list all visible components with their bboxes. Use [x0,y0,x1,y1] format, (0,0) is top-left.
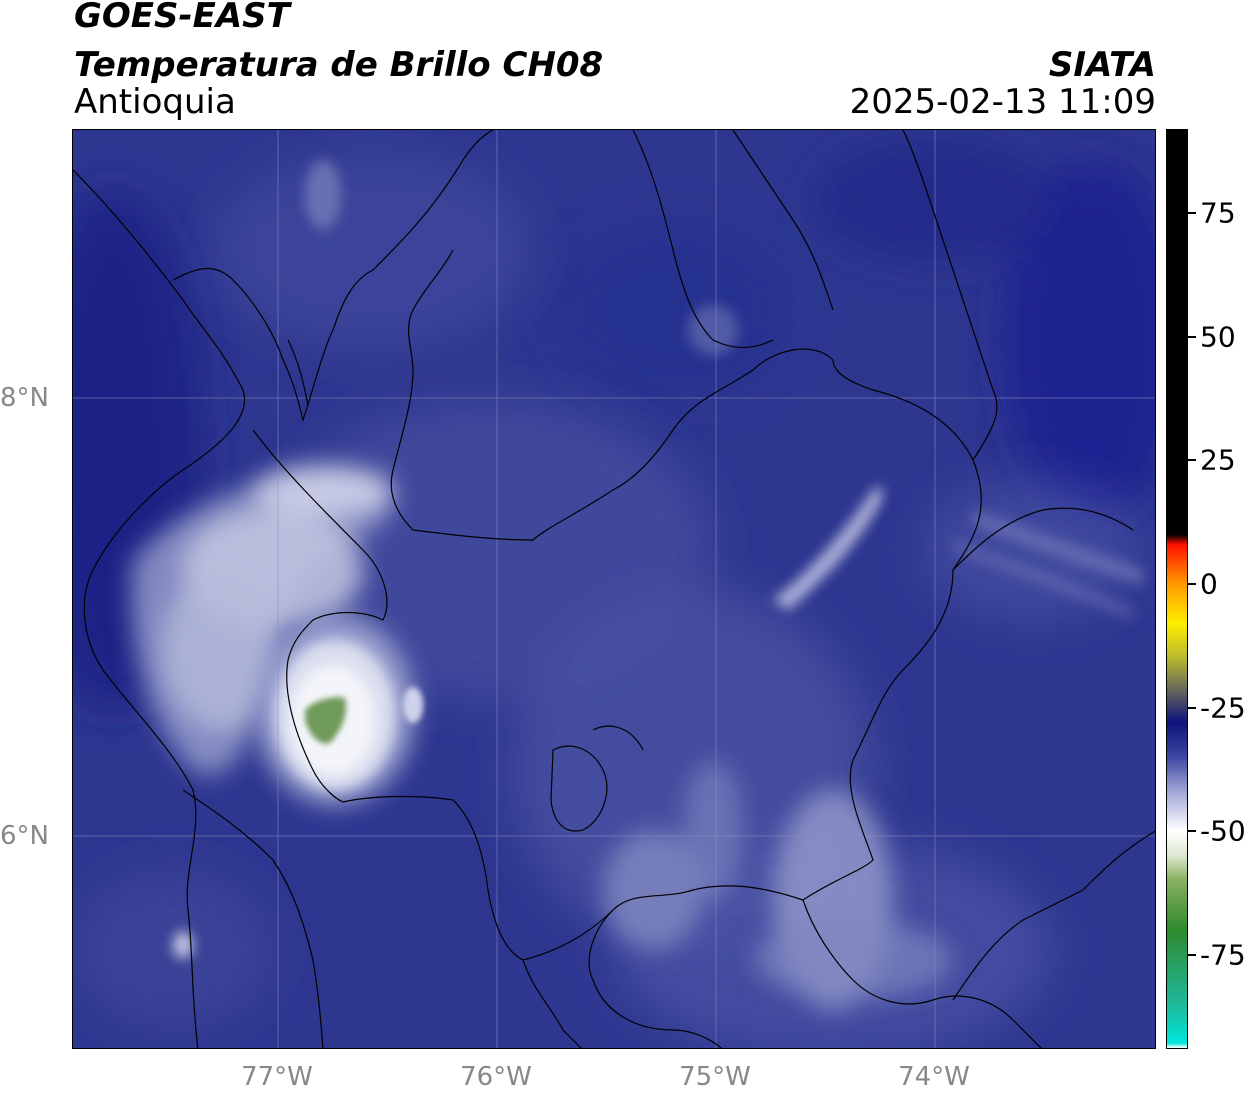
satellite-map [72,129,1156,1049]
colorbar-tick-mark [1188,954,1196,957]
cloud-north [173,160,738,959]
lon-label-77w: 77°W [241,1062,313,1092]
colorbar-tick-mark [1188,212,1196,215]
satellite-title: GOES-EAST [74,0,290,36]
colorbar-tick-mark [1188,335,1196,338]
datetime-label: 2025-02-13 11:09 [849,82,1156,122]
lon-label-76w: 76°W [460,1062,532,1092]
lon-label-74w: 74°W [898,1062,970,1092]
gridlines [73,130,1155,1048]
map-canvas [73,130,1155,1048]
cloud-east-streaks [773,486,1143,620]
colorbar-tick-mark [1188,583,1196,586]
colorbar-tick-mark [1188,706,1196,709]
cloud-south [603,760,953,1010]
lat-label-8n: 8°N [0,383,49,413]
colorbar-tick-label: -25 [1200,691,1246,725]
borders [73,130,1155,1048]
colorbar-tick-label: 25 [1200,443,1236,477]
product-title: Temperatura de Brillo CH08 [74,45,604,85]
colorbar-tick-label: -75 [1200,938,1246,972]
colorbar-tick-label: -50 [1200,814,1246,848]
cloud-west [131,465,394,776]
region-label: Antioquia [74,82,236,122]
temperature-colorbar [1166,129,1188,1049]
colorbar-tick-label: 0 [1200,567,1218,601]
colorbar-tick-mark [1188,459,1196,462]
lon-label-75w: 75°W [679,1062,751,1092]
colorbar-tick-mark [1188,830,1196,833]
colorbar-tick-label: 50 [1200,320,1236,354]
brand-label: SIATA [1048,45,1156,85]
lat-label-6n: 6°N [0,821,49,851]
colorbar-tick-label: 75 [1200,196,1236,230]
